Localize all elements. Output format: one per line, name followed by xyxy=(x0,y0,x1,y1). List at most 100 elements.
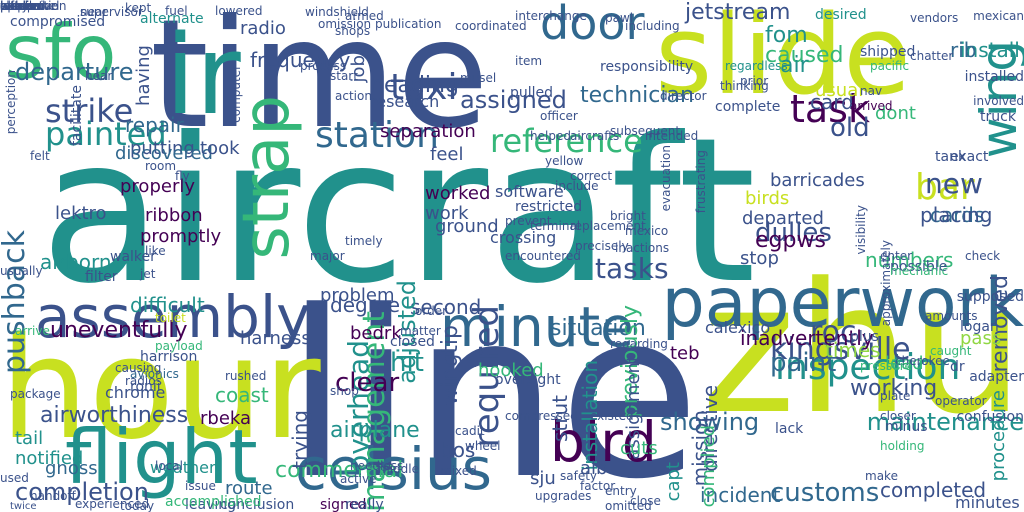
cloud-word: card xyxy=(810,90,854,114)
cloud-word: route xyxy=(225,478,273,499)
cloud-word: action xyxy=(335,89,372,103)
cloud-word: situation xyxy=(550,316,646,341)
cloud-word: lack xyxy=(775,421,804,437)
cloud-word: coast xyxy=(215,383,269,407)
cloud-word: vendors xyxy=(910,11,959,25)
cloud-word: repair xyxy=(125,113,184,137)
cloud-word: paint xyxy=(770,348,837,378)
cloud-word: mexico xyxy=(625,224,669,238)
cloud-word: rib xyxy=(950,38,977,62)
cloud-word: separation xyxy=(380,121,476,142)
cloud-word: painted xyxy=(45,115,167,153)
cloud-word: barricades xyxy=(770,170,865,191)
cloud-word: omitted xyxy=(605,499,652,512)
cloud-word: working xyxy=(850,376,938,401)
cloud-word: active xyxy=(340,472,377,486)
cloud-word: terminal xyxy=(530,219,581,233)
cloud-word: tail xyxy=(15,428,44,449)
cloud-word: including xyxy=(625,19,680,33)
cloud-word: jetstream xyxy=(685,0,791,25)
cloud-word: experienced xyxy=(75,497,150,511)
cloud-word: middle xyxy=(378,462,419,476)
cloud-word: room xyxy=(145,159,177,173)
cloud-word: incident xyxy=(700,483,781,507)
cloud-word: leaving xyxy=(185,497,237,512)
cloud-word: hit xyxy=(390,348,424,378)
cloud-word: rushed xyxy=(225,369,267,383)
cloud-word: really xyxy=(345,497,384,512)
cloud-word: station xyxy=(315,115,439,156)
cloud-word: caused xyxy=(765,43,844,68)
cloud-word: hour xyxy=(0,308,321,471)
cloud-word: problem xyxy=(320,285,395,306)
cloud-word: safety xyxy=(560,469,598,483)
cloud-word: new xyxy=(925,167,983,200)
cloud-word: start xyxy=(330,69,358,83)
cloud-word: departure xyxy=(15,58,134,86)
cloud-word: tasks xyxy=(595,252,669,285)
cloud-word: taxi xyxy=(390,67,458,108)
cloud-word: desired xyxy=(815,7,867,23)
cloud-word: replacement xyxy=(570,219,646,233)
cloud-word: intended xyxy=(645,129,699,143)
cloud-word: frequency xyxy=(250,48,351,72)
cloud-word: restricted xyxy=(515,199,583,215)
cloud-word: discovered xyxy=(115,143,213,164)
cloud-word: ronii xyxy=(130,379,161,395)
cloud-word: degree xyxy=(330,293,401,317)
cloud-word: aircraft xyxy=(40,95,757,328)
cloud-word: plus xyxy=(850,329,879,345)
cloud-word: time xyxy=(150,0,489,162)
cloud-word: software xyxy=(495,182,564,201)
cloud-word: fom xyxy=(765,23,808,48)
cloud-word: coordinated xyxy=(455,19,527,33)
cloud-word: interchange xyxy=(515,9,587,23)
cloud-word: involved xyxy=(973,94,1024,108)
cloud-word: install xyxy=(960,38,1020,62)
cloud-word: leadin xyxy=(0,0,37,13)
cloud-word: technician xyxy=(580,83,694,108)
cloud-word: needless xyxy=(350,459,404,473)
cloud-word: mechanic xyxy=(890,264,949,278)
cloud-word: cuts xyxy=(620,438,658,459)
cloud-word: slide xyxy=(655,0,911,119)
cloud-word: ir xyxy=(165,11,241,139)
cloud-word: pass xyxy=(960,328,1002,349)
cloud-word: minutes xyxy=(955,493,1020,512)
cloud-word: installed xyxy=(964,69,1024,85)
cloud-word: strike xyxy=(45,92,134,130)
cloud-word: lowered xyxy=(215,4,263,18)
cloud-word: upgrades xyxy=(535,489,592,503)
cloud-word: closed xyxy=(390,334,435,350)
cloud-word: issue xyxy=(185,479,216,493)
cloud-word: local xyxy=(155,459,183,473)
cloud-word: putting xyxy=(130,138,195,159)
cloud-word: shop xyxy=(330,384,359,398)
cloud-word: closer xyxy=(880,409,916,423)
cloud-word: logan xyxy=(960,319,999,335)
cloud-word: plate xyxy=(880,389,911,403)
cloud-word: pressure xyxy=(860,359,912,373)
cloud-word: caught xyxy=(930,344,972,358)
cloud-word: hear xyxy=(85,69,113,83)
cloud-word: fly xyxy=(175,169,190,183)
cloud-word: maintenance xyxy=(866,408,1024,436)
cloud-word: check xyxy=(965,249,1001,263)
cloud-word: black xyxy=(0,0,32,13)
cloud-word: weather xyxy=(150,458,216,477)
cloud-word: capt xyxy=(663,462,684,502)
cloud-word: roc xyxy=(810,315,857,350)
cloud-word: paperwork xyxy=(661,264,1024,343)
cloud-word: complied xyxy=(698,425,719,508)
cloud-word: shops xyxy=(335,24,371,38)
cloud-word: supposed xyxy=(956,289,1024,305)
cloud-word: responsibility xyxy=(600,59,694,75)
cloud-word: customs xyxy=(770,478,880,508)
cloud-word: alb xyxy=(580,458,608,479)
cloud-word: assembly xyxy=(35,283,311,351)
cloud-word: mixed xyxy=(440,464,477,478)
cloud-word: timely xyxy=(345,234,383,248)
cloud-word: major xyxy=(310,249,345,263)
cloud-word: confusion xyxy=(956,409,1024,425)
